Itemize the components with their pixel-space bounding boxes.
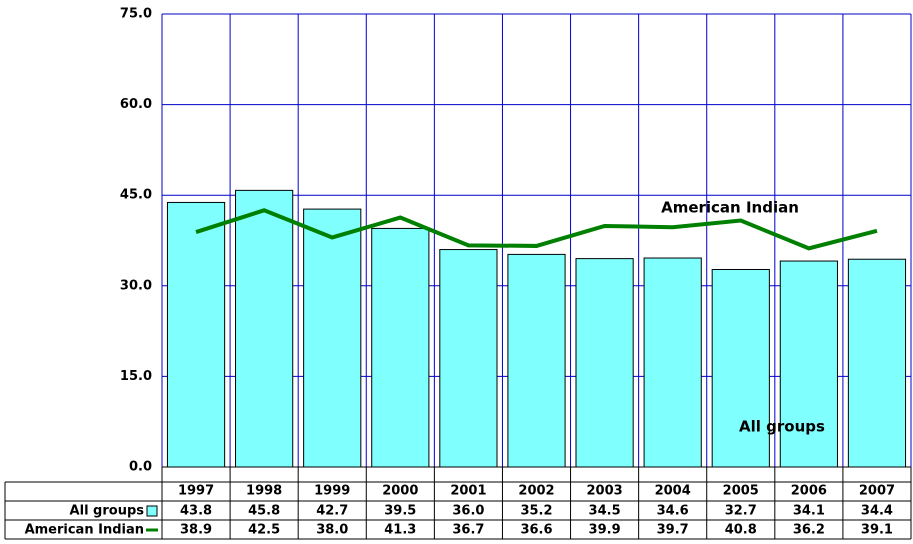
y-tick-label: 0.0 [129,460,152,475]
x-tick-label: 2001 [450,484,486,499]
y-tick-label: 45.0 [120,188,152,203]
table-value: 36.7 [452,523,484,538]
bar [303,208,362,468]
table-value: 42.5 [248,523,280,538]
table-value: 40.8 [725,523,757,538]
legend-label: All groups [70,504,145,519]
line [195,208,878,251]
bar [643,257,702,468]
x-tick-label: 1997 [178,484,214,499]
table-value: 38.9 [180,523,212,538]
x-tick-label: 2002 [518,484,554,499]
x-tick-label: 2005 [723,484,759,499]
table-value: 39.1 [861,523,893,538]
table-value: 42.7 [316,504,348,519]
bar [439,249,498,468]
table-value: 34.1 [793,504,825,519]
table-value: 35.2 [520,504,552,519]
table-value: 41.3 [384,523,416,538]
table-value: 36.2 [793,523,825,538]
legend-label: American Indian [25,523,144,538]
bar [371,227,430,468]
table-value: 39.5 [384,504,416,519]
y-tick-label: 75.0 [120,7,152,22]
x-tick-label: 2003 [586,484,622,499]
bar [507,253,566,468]
table-value: 38.0 [316,523,348,538]
table-value: 39.7 [657,523,689,538]
x-tick-label: 2004 [655,484,691,499]
table-value: 32.7 [725,504,757,519]
annotation: American Indian [661,199,799,217]
table-value: 39.9 [589,523,621,538]
legend-swatch [146,505,158,517]
table-value: 34.6 [657,504,689,519]
bar [711,268,770,468]
x-tick-label: 2007 [859,484,895,499]
bar [166,201,226,468]
table-value: 34.5 [589,504,621,519]
bar [779,260,838,468]
table-value: 34.4 [861,504,893,519]
x-tick-label: 1998 [246,484,282,499]
x-tick-label: 2006 [791,484,827,499]
y-tick-label: 30.0 [120,278,152,293]
table-value: 36.6 [520,523,552,538]
x-tick-label: 1999 [314,484,350,499]
bar [575,258,634,468]
table-value: 45.8 [248,504,280,519]
y-tick-label: 60.0 [120,97,152,112]
annotation: All groups [739,418,825,436]
bar [235,189,294,468]
x-tick-label: 2000 [382,484,418,499]
bar [847,258,907,468]
y-tick-label: 15.0 [120,369,152,384]
table-value: 36.0 [452,504,484,519]
table-value: 43.8 [180,504,212,519]
